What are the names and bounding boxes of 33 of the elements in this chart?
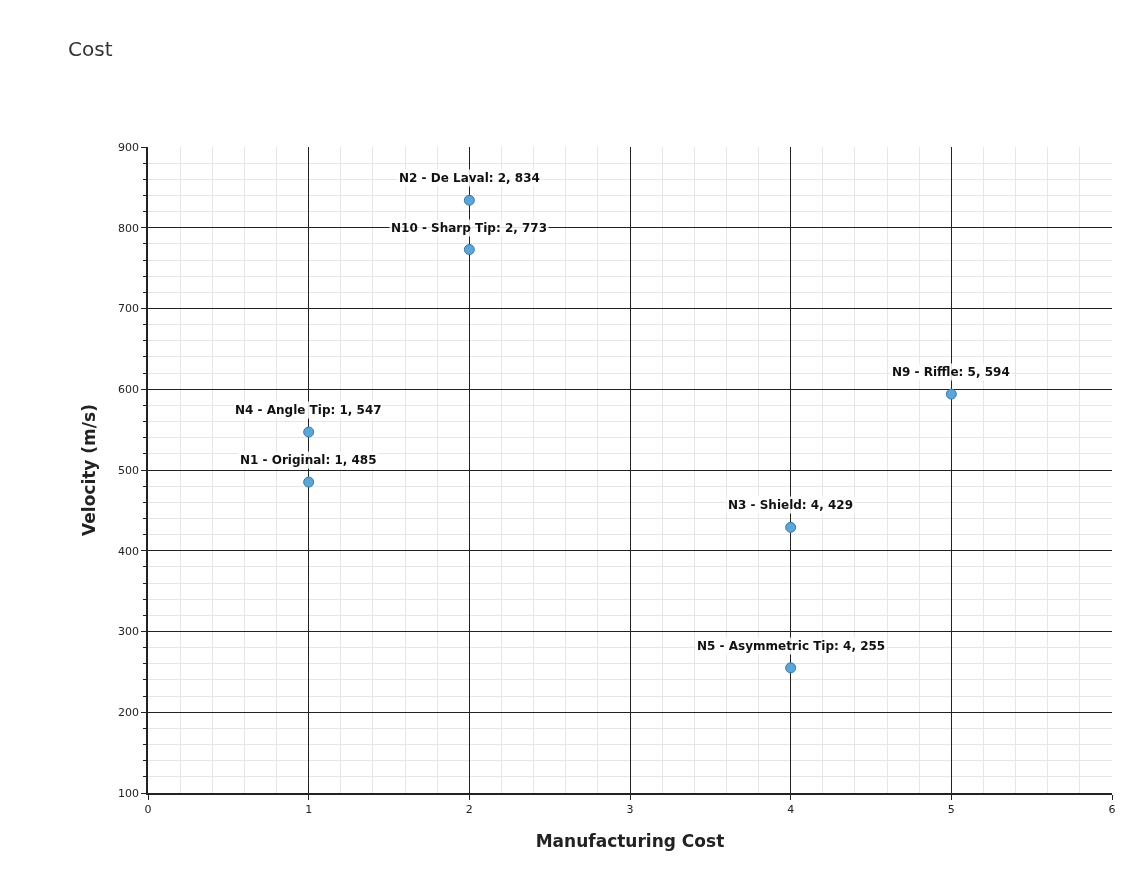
point [303,426,315,438]
annotation: N9 - Riffle: 5, 594 [892,365,1010,379]
y-tick-label: 300 [118,625,140,639]
point [463,244,475,256]
point [785,521,797,533]
x-tick-label: 5 [947,802,955,816]
x-tick-label: 2 [465,802,473,816]
x-tick-label: 1 [305,802,313,816]
y-tick-label: 500 [118,463,140,477]
y-tick-label: 900 [118,140,140,154]
point [463,194,475,206]
annotation: N2 - De Laval: 2, 834 [399,171,540,185]
x-tick-label: 3 [626,802,634,816]
x-tick-label: 4 [787,802,795,816]
y-tick-label: 400 [118,544,140,558]
annotation: N10 - Sharp Tip: 2, 773 [391,221,548,235]
chart-title: Cost [68,36,113,61]
y-tick-label: 200 [118,706,140,720]
x-tick-label: 6 [1108,802,1116,816]
annotation: N3 - Shield: 4, 429 [728,498,853,512]
annotation: N1 - Original: 1, 485 [240,453,377,467]
annotation: N5 - Asymmetric Tip: 4, 255 [697,639,886,653]
point [785,662,797,674]
y-axis-title: Velocity (m/s) [79,404,100,536]
y-tick-label: 800 [118,221,140,235]
y-tick-label: 700 [118,302,140,316]
point [945,388,957,400]
x-axis-title: Manufacturing Cost [535,830,725,851]
y-tick-label: 100 [118,786,140,800]
annotation: N4 - Angle Tip: 1, 547 [235,403,382,417]
point [303,476,315,488]
x-tick-label: 0 [144,802,152,816]
y-tick-label: 600 [118,383,140,397]
